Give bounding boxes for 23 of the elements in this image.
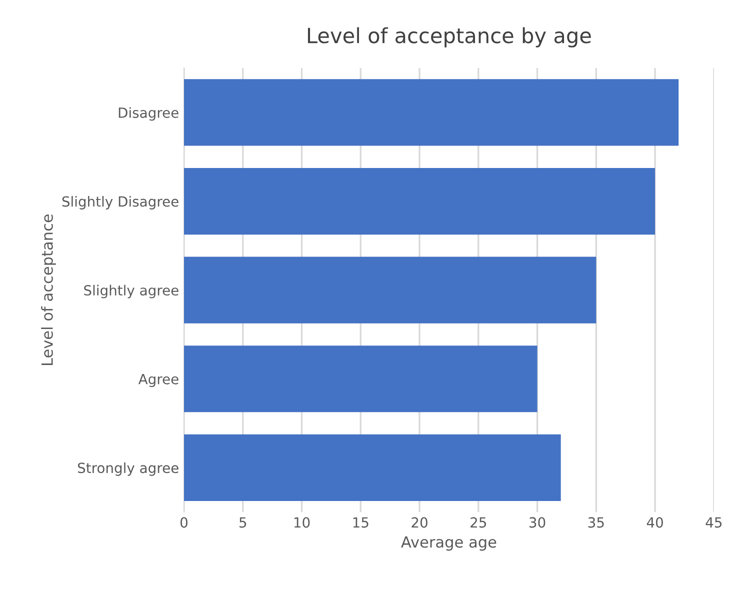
x-tick-label: 10 [294, 517, 310, 528]
x-tick-label: 0 [180, 517, 188, 528]
y-tick-label: Strongly agree [78, 462, 178, 476]
bar [184, 168, 656, 235]
chart-title: Level of acceptance by age [308, 27, 591, 48]
y-tick-label: Disagree [118, 107, 178, 121]
y-tick-label: Slightly agree [84, 284, 178, 298]
bar [184, 256, 596, 324]
y-axis-title: Level of acceptance [41, 214, 56, 366]
bar [184, 79, 679, 146]
x-tick-label: 5 [240, 517, 246, 528]
x-tick-label: 20 [412, 517, 428, 528]
y-tick-label: Agree [138, 374, 178, 388]
bar [184, 434, 561, 501]
x-tick-label: 15 [353, 517, 368, 528]
x-tick-label: 35 [588, 517, 604, 528]
bar [184, 346, 538, 412]
x-tick-label: 30 [530, 517, 546, 528]
y-tick-label: Slightly Disagree [62, 196, 178, 210]
x-axis-title: Average age [401, 536, 496, 551]
x-tick-label: 40 [646, 517, 663, 528]
x-tick-label: 45 [706, 517, 722, 528]
x-tick-label: 25 [470, 517, 486, 528]
